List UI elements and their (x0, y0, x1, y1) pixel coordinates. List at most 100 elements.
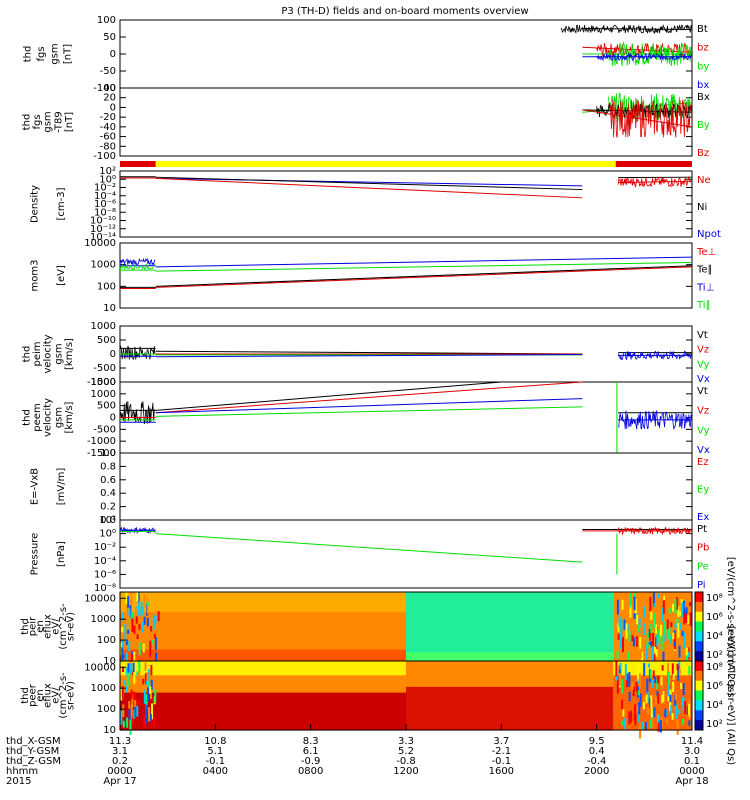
spectrogram-speckle (655, 624, 658, 634)
spectrogram-speckle (146, 704, 149, 712)
x-annotation-year: 2015 (6, 776, 31, 787)
spectrogram-band (406, 675, 614, 679)
spectrogram-speckle (616, 682, 619, 694)
series-noise-Vx (617, 350, 693, 361)
spectrogram-speckle (615, 661, 618, 677)
spectrogram-speckle (137, 592, 140, 603)
legend-Vt: Vt (697, 386, 708, 397)
spectrogram-speckle (629, 592, 632, 608)
colorbar-segment (695, 690, 703, 701)
y-axis-label: sr-eV) (66, 612, 77, 641)
spectrogram-band (406, 715, 614, 720)
spectrogram-speckle (657, 693, 660, 704)
spectrogram-speckle (636, 705, 639, 712)
spectrogram-speckle (628, 711, 631, 725)
spectrogram-speckle (143, 714, 146, 729)
y-tick-label: 500 (97, 335, 116, 346)
spectrogram-speckle (678, 709, 681, 715)
spectrogram-speckle (676, 618, 679, 626)
spectrogram-speckle (121, 612, 124, 623)
spectrogram-speckle (639, 693, 642, 708)
colorbar-segment (695, 651, 703, 662)
y-tick-label: 1000 (91, 389, 116, 400)
spectrogram-speckle (647, 707, 650, 715)
spectrogram-band (406, 646, 614, 651)
spectrogram-speckle (125, 685, 128, 691)
spectrogram-speckle (131, 717, 134, 725)
y-tick-label: -20 (100, 112, 116, 123)
colorbar-tick-label: 10⁴ (706, 631, 723, 642)
spectrogram-band (120, 620, 406, 625)
x-annotation-value: -0.4 (587, 756, 607, 767)
panel-frame (119, 87, 693, 157)
spectrogram-speckle (682, 600, 685, 614)
x-annotation-value: 8.3 (303, 736, 319, 747)
spectrogram-band (406, 658, 614, 662)
y-tick-label: -60 (100, 132, 116, 143)
spectrogram-speckle (121, 647, 124, 661)
spectrogram-band (406, 615, 614, 619)
spectrogram-band (613, 615, 692, 619)
spectrogram-speckle (622, 708, 625, 717)
spectrogram-speckle (677, 606, 680, 617)
colorbar-segment (695, 592, 703, 603)
x-annotation-value: 3.7 (493, 736, 509, 747)
spectrogram-band (120, 603, 406, 607)
spectrogram-speckle (667, 683, 670, 697)
spectrogram-speckle (661, 691, 664, 704)
y-axis-label: -T89 (53, 111, 64, 133)
spectrogram-speckle (669, 695, 672, 712)
spectrogram-speckle (621, 699, 624, 710)
y-tick-label: 10⁻⁴ (94, 191, 116, 202)
spectrogram-speckle (617, 679, 620, 686)
legend-Npot: Npot (697, 229, 721, 240)
y-tick-label: 10⁻⁸ (94, 207, 116, 218)
y-tick-label: -1500 (87, 448, 116, 459)
spectrogram-speckle (136, 592, 139, 602)
legend-Vx: Vx (697, 445, 710, 456)
spectrogram-speckle (154, 614, 157, 624)
spectrogram-speckle (656, 678, 659, 690)
spectrogram-speckle (144, 710, 147, 724)
y-axis-label: thd (20, 618, 31, 635)
spectrogram-speckle (150, 664, 153, 676)
spectrogram-speckle (667, 626, 670, 639)
y-axis-label: peem (32, 403, 43, 431)
spectrogram-speckle (674, 623, 677, 629)
y-tick-label: 100 (97, 15, 116, 26)
spectrogram-speckle (628, 671, 631, 686)
spectrogram-speckle (125, 592, 128, 604)
x-annotation-value: 0.4 (589, 746, 605, 757)
spectrogram-band (120, 663, 406, 668)
spectrogram-speckle (654, 646, 657, 654)
spectrogram-band (406, 620, 614, 625)
spectrogram-band (406, 707, 614, 711)
spectrogram-speckle (633, 596, 636, 611)
spectrogram-band (120, 661, 406, 665)
spectrogram-speckle (143, 689, 146, 704)
colorbar-segment (695, 601, 703, 613)
spectrogram-speckle (657, 675, 660, 684)
y-axis-label: [mV/m] (56, 468, 67, 506)
y-tick-label: 10⁰ (99, 174, 116, 185)
series-noise-Bz (608, 99, 692, 138)
spectrogram-band (406, 666, 614, 671)
spectrogram-speckle (633, 613, 636, 619)
spectrogram-band (406, 718, 614, 722)
spectrogram-speckle (649, 669, 652, 679)
colorbar-segment (695, 611, 703, 623)
spectrogram-band (613, 609, 692, 613)
spectrogram-speckle (668, 608, 671, 614)
series-noise-Bt (560, 24, 693, 35)
spectrogram-band (120, 609, 406, 613)
spectrogram-speckle (676, 597, 679, 610)
spectrogram-speckle (122, 654, 125, 659)
spectrogram-speckle (135, 608, 138, 616)
panel-frame (119, 452, 693, 521)
spectrogram-band (406, 695, 614, 699)
spectrogram-speckle (657, 720, 660, 732)
spectrogram-speckle (652, 633, 655, 646)
spectrogram-speckle (656, 634, 659, 647)
spectrogram-speckle (133, 709, 136, 719)
